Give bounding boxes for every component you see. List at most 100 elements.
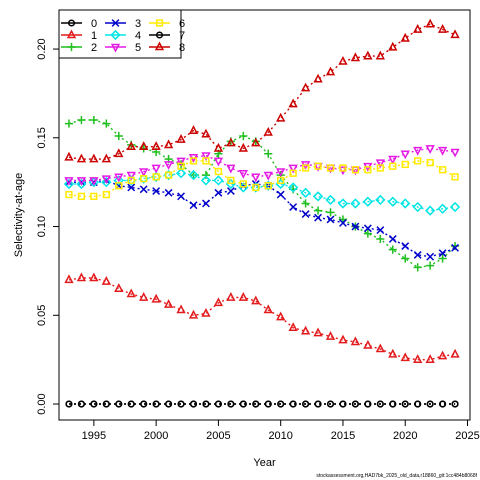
data-point-5 bbox=[263, 171, 273, 181]
data-point-7 bbox=[376, 400, 384, 408]
legend-label: 2 bbox=[91, 42, 97, 54]
data-point-1 bbox=[139, 292, 149, 301]
data-point-3 bbox=[363, 224, 372, 233]
data-point-2 bbox=[438, 254, 447, 263]
data-point-6 bbox=[152, 173, 160, 181]
data-point-1 bbox=[64, 274, 74, 284]
data-point-4 bbox=[437, 203, 448, 214]
data-point-6 bbox=[326, 164, 335, 172]
data-point-6 bbox=[127, 176, 135, 185]
data-point-3 bbox=[326, 215, 335, 224]
data-point-6 bbox=[351, 166, 360, 174]
data-point-8 bbox=[325, 66, 336, 76]
data-point-1 bbox=[176, 304, 186, 314]
data-point-6 bbox=[414, 157, 422, 165]
data-point-4 bbox=[449, 201, 461, 213]
data-point-1 bbox=[288, 322, 298, 332]
data-point-7 bbox=[140, 400, 148, 408]
data-point-6 bbox=[77, 192, 86, 201]
series-6 bbox=[65, 157, 459, 201]
data-point-8 bbox=[338, 55, 348, 65]
data-point-6 bbox=[239, 180, 247, 188]
data-point-1 bbox=[276, 311, 286, 321]
data-point-5 bbox=[126, 171, 136, 181]
data-point-7 bbox=[165, 400, 173, 408]
data-point-1 bbox=[300, 325, 311, 335]
data-point-6 bbox=[227, 176, 235, 185]
data-point-2 bbox=[89, 115, 98, 125]
legend: 012 345 678 bbox=[58, 9, 185, 59]
data-point-3 bbox=[139, 185, 148, 194]
data-point-6 bbox=[214, 167, 223, 176]
data-point-4 bbox=[425, 205, 436, 216]
data-point-4 bbox=[213, 175, 224, 186]
data-point-6 bbox=[426, 159, 434, 167]
y-axis-title: Selectivity-at-age bbox=[13, 173, 25, 257]
data-point-2 bbox=[426, 261, 435, 270]
y-axis: 0.00 0.05 0.10 0.15 0.20 bbox=[36, 38, 59, 415]
data-point-4 bbox=[350, 198, 361, 209]
data-point-8 bbox=[101, 153, 111, 163]
data-point-4 bbox=[387, 196, 398, 207]
legend-label: 1 bbox=[91, 30, 97, 42]
data-point-3 bbox=[127, 183, 136, 192]
footer-text: stockassessment.org,HAD7bk_2025_old_data… bbox=[316, 473, 477, 479]
y-tick-label: 0.20 bbox=[36, 38, 48, 59]
data-point-8 bbox=[276, 112, 286, 122]
data-point-1 bbox=[151, 293, 161, 303]
data-point-8 bbox=[238, 142, 248, 152]
series-line-2 bbox=[68, 119, 456, 269]
x-tick-label: 1995 bbox=[82, 430, 106, 442]
series-1 bbox=[64, 272, 460, 363]
data-point-4 bbox=[200, 175, 212, 186]
data-point-3 bbox=[189, 201, 198, 210]
y-tick-label: 0.10 bbox=[36, 216, 48, 237]
data-point-3 bbox=[164, 188, 173, 197]
data-point-2 bbox=[64, 119, 74, 128]
data-point-1 bbox=[163, 299, 174, 308]
data-point-5 bbox=[375, 159, 385, 169]
x-tick-label: 2015 bbox=[331, 430, 355, 442]
data-point-6 bbox=[301, 164, 310, 172]
data-point-6 bbox=[314, 162, 322, 170]
data-point-5 bbox=[437, 146, 448, 156]
data-point-6 bbox=[102, 190, 110, 199]
data-point-1 bbox=[325, 331, 336, 340]
data-point-8 bbox=[350, 52, 361, 62]
data-point-4 bbox=[101, 177, 112, 188]
data-point-6 bbox=[177, 162, 185, 170]
data-point-2 bbox=[301, 199, 310, 208]
data-point-5 bbox=[276, 168, 286, 178]
data-point-6 bbox=[115, 182, 123, 190]
data-point-2 bbox=[264, 149, 273, 158]
data-point-1 bbox=[425, 354, 435, 363]
data-point-1 bbox=[76, 272, 87, 282]
data-point-2 bbox=[363, 229, 372, 238]
data-point-3 bbox=[438, 249, 447, 258]
y-tick-label: 0.00 bbox=[36, 393, 48, 414]
legend-marker bbox=[67, 42, 76, 52]
data-point-1 bbox=[400, 352, 410, 362]
data-point-7 bbox=[77, 400, 85, 408]
data-point-3 bbox=[289, 203, 298, 211]
data-point-7 bbox=[326, 400, 335, 408]
data-point-4 bbox=[312, 191, 324, 202]
data-point-5 bbox=[388, 155, 398, 165]
data-point-8 bbox=[188, 125, 199, 134]
data-point-8 bbox=[163, 139, 174, 149]
data-point-5 bbox=[89, 177, 99, 186]
legend-label: 4 bbox=[135, 30, 141, 42]
data-point-6 bbox=[289, 169, 297, 177]
data-point-2 bbox=[313, 206, 323, 215]
data-point-6 bbox=[189, 157, 198, 165]
data-point-6 bbox=[438, 166, 447, 174]
data-point-4 bbox=[88, 177, 100, 188]
data-point-6 bbox=[264, 182, 272, 190]
data-point-8 bbox=[151, 141, 161, 150]
series-line-5 bbox=[69, 147, 456, 182]
data-point-7 bbox=[277, 400, 285, 408]
data-point-8 bbox=[176, 134, 186, 143]
legend-marker bbox=[111, 19, 120, 27]
data-point-1 bbox=[388, 348, 398, 358]
